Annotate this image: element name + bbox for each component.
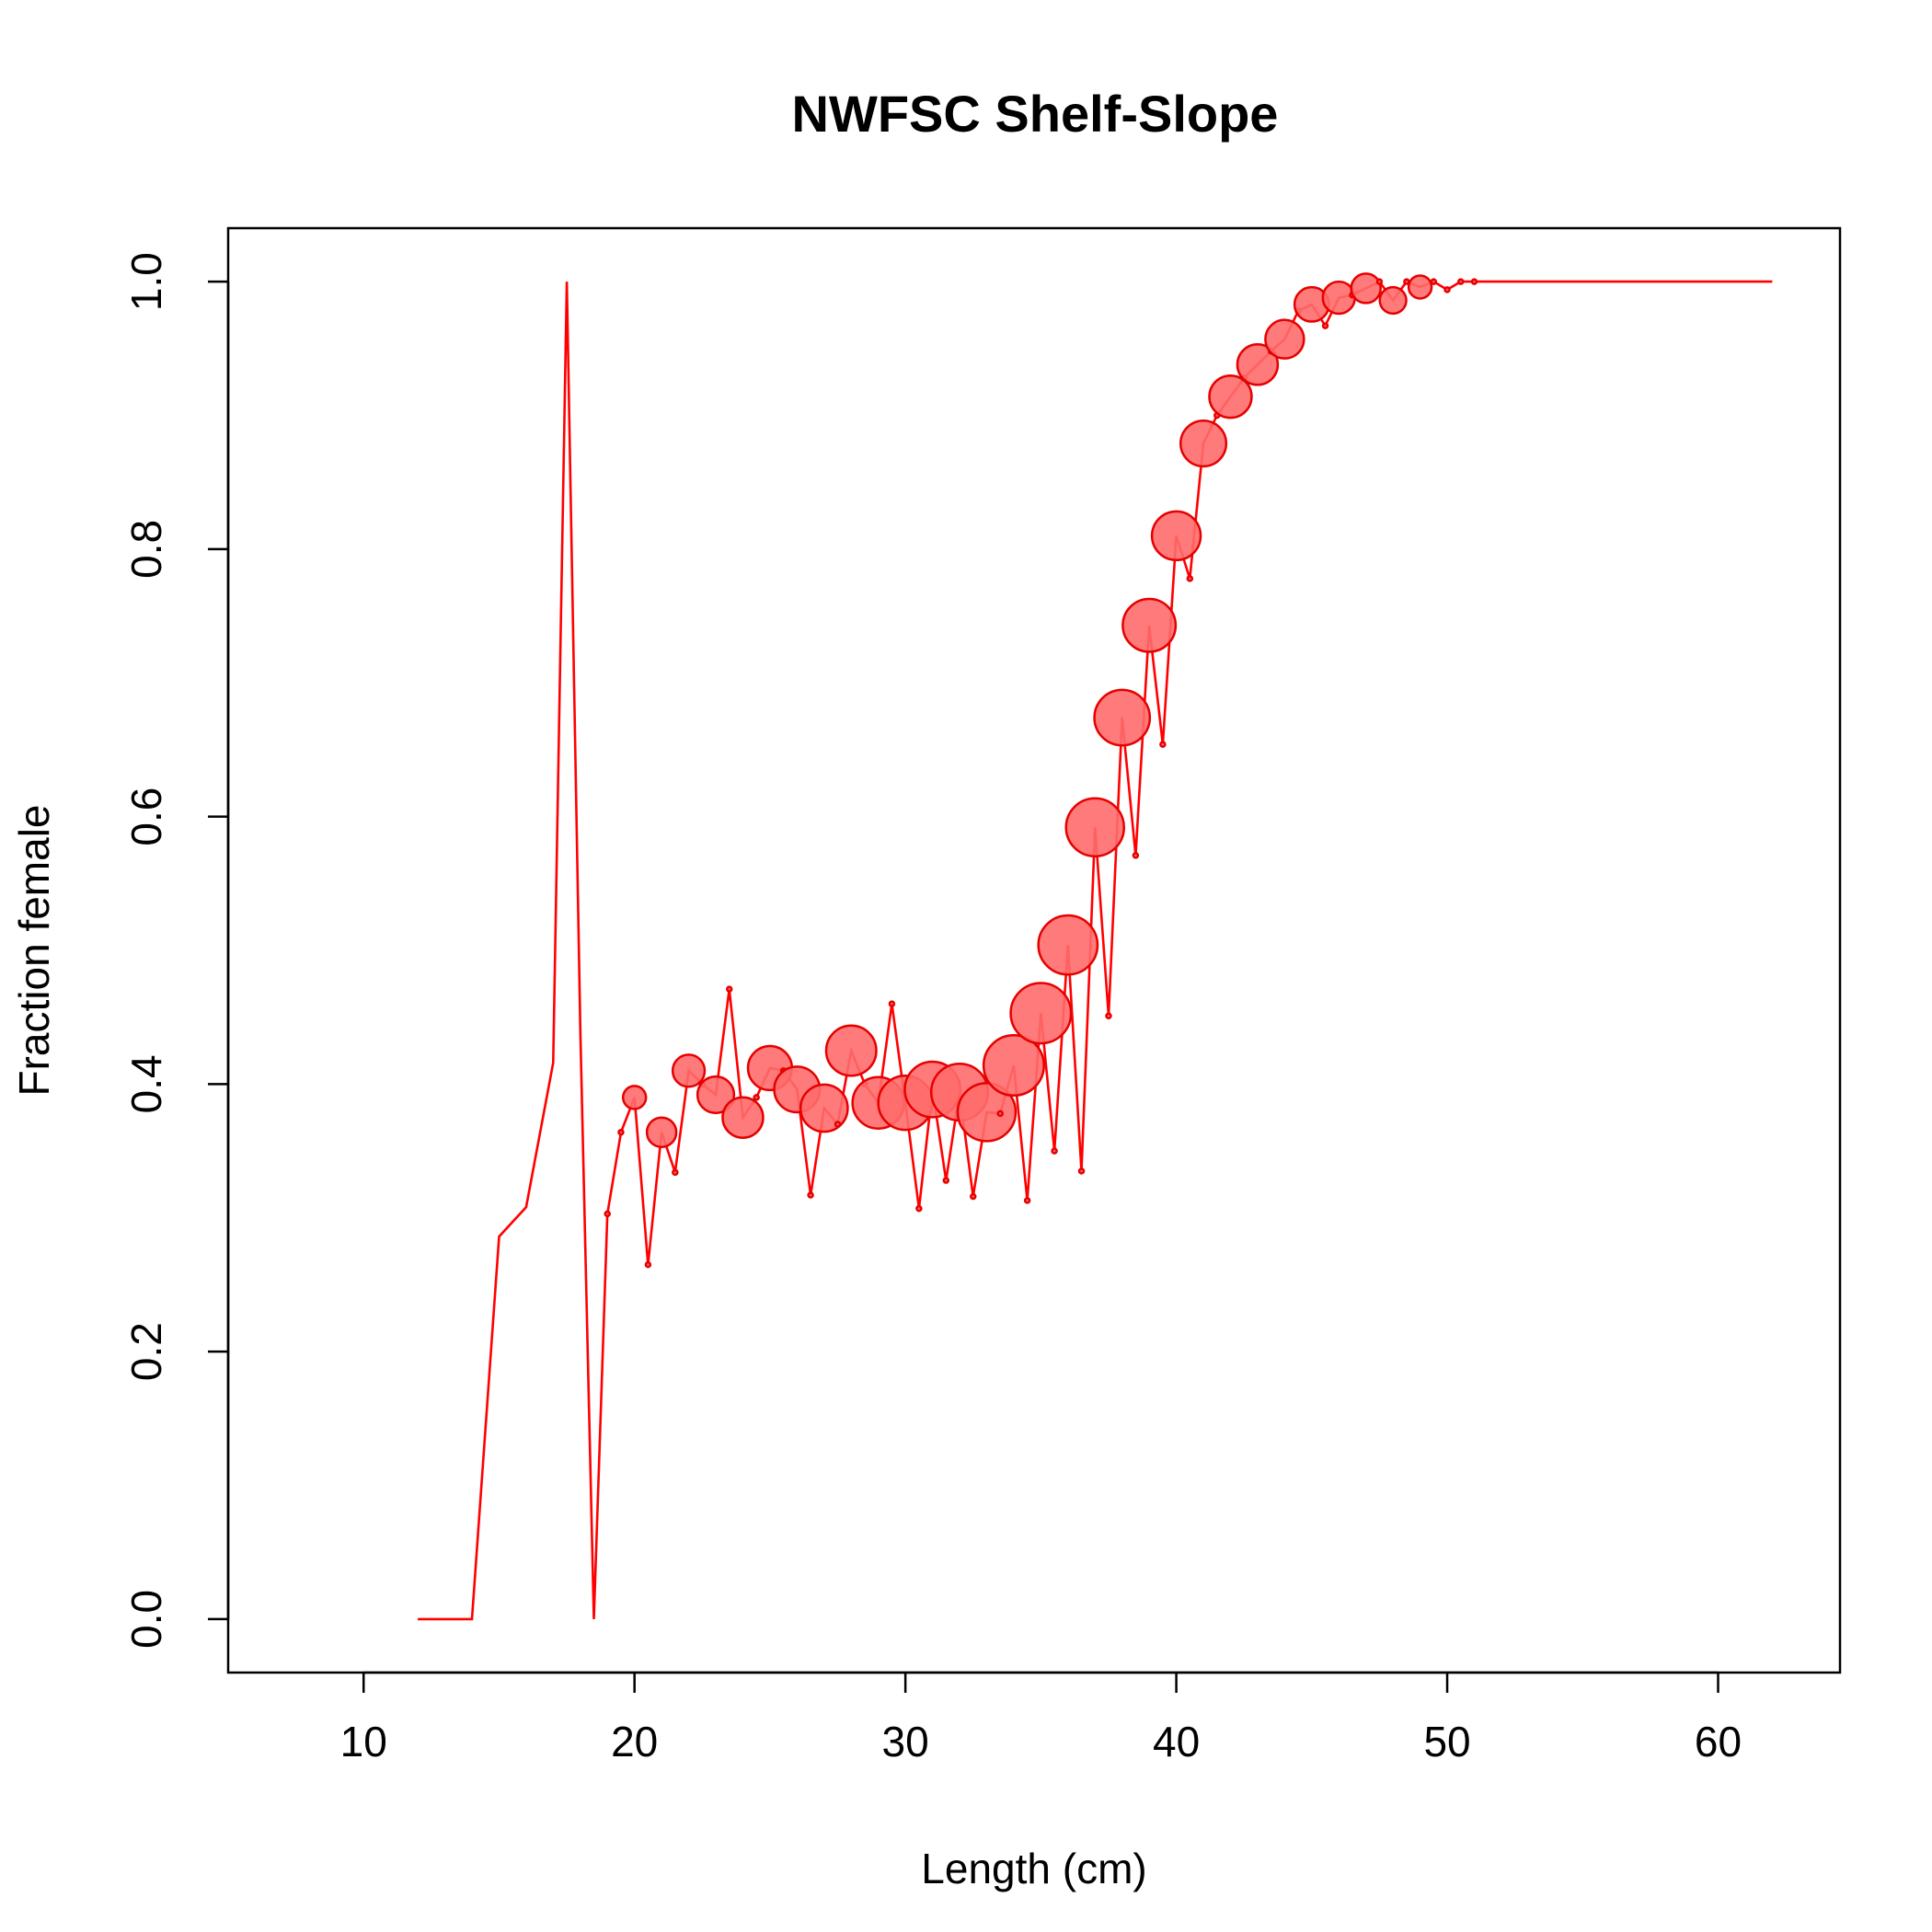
data-point — [956, 1082, 1018, 1143]
data-point — [604, 1210, 611, 1218]
data-point — [672, 1168, 679, 1177]
data-point — [807, 1191, 814, 1199]
data-point — [1443, 286, 1451, 293]
data-point — [1264, 318, 1305, 360]
data-point — [1023, 1197, 1031, 1204]
plot-frame — [226, 226, 1842, 1674]
x-tick-label: 10 — [340, 1718, 387, 1765]
data-point — [725, 985, 733, 993]
data-point — [1321, 280, 1356, 316]
data-point — [1378, 285, 1408, 316]
data-point — [799, 1083, 849, 1133]
data-point — [1179, 420, 1228, 468]
data-point — [1077, 1167, 1086, 1175]
x-tick-label: 40 — [1153, 1718, 1200, 1765]
data-point — [996, 1110, 1004, 1118]
x-tick-label: 30 — [882, 1718, 929, 1765]
data-point — [696, 1075, 736, 1115]
data-point — [1321, 322, 1329, 329]
y-tick-label: 0.0 — [122, 1590, 170, 1649]
data-point — [1186, 575, 1194, 582]
x-axis: 10 20 30 40 50 60 — [340, 1671, 1742, 1765]
y-tick-label: 0.4 — [122, 1054, 170, 1113]
data-point — [1350, 272, 1382, 305]
data-point — [1430, 278, 1438, 285]
data-point — [1236, 343, 1280, 386]
data-point — [1407, 274, 1433, 300]
data-point — [1208, 374, 1253, 420]
data-point — [969, 1192, 977, 1201]
data-point — [1064, 797, 1125, 858]
y-axis-label: Fraction female — [10, 804, 58, 1096]
data-point — [1470, 278, 1478, 285]
data-point — [1375, 278, 1384, 285]
data-point — [721, 1096, 765, 1139]
data-point — [1457, 278, 1465, 285]
data-point — [1051, 1147, 1058, 1155]
data-point — [1037, 914, 1099, 976]
chart-title: NWFSC Shelf-Slope — [792, 85, 1279, 143]
y-tick-label: 0.2 — [122, 1322, 170, 1381]
y-axis: 0.0 0.2 0.4 0.6 0.8 1.0 — [122, 252, 230, 1649]
y-tick-label: 0.6 — [122, 788, 170, 846]
data-point — [824, 1024, 878, 1077]
x-tick-label: 60 — [1695, 1718, 1742, 1765]
y-tick-label: 0.8 — [122, 520, 170, 579]
data-point — [1150, 510, 1202, 562]
data-point — [753, 1094, 760, 1101]
data-point — [888, 1000, 896, 1007]
data-point — [644, 1260, 652, 1269]
x-axis-label: Length (cm) — [921, 1845, 1146, 1892]
data-point — [1132, 852, 1140, 859]
x-tick-label: 20 — [611, 1718, 658, 1765]
data-point — [645, 1116, 678, 1148]
data-point — [621, 1085, 648, 1110]
data-point — [1121, 597, 1178, 653]
data-point — [1093, 688, 1152, 747]
data-point — [1105, 1012, 1112, 1019]
data-point — [834, 1121, 842, 1128]
x-tick-label: 50 — [1423, 1718, 1470, 1765]
y-tick-label: 1.0 — [122, 252, 170, 311]
data-point — [671, 1053, 707, 1088]
series-points — [604, 272, 1478, 1269]
data-point — [942, 1177, 950, 1184]
data-point — [617, 1128, 625, 1136]
data-point — [1009, 982, 1073, 1045]
data-point — [982, 1033, 1045, 1098]
data-point — [1159, 741, 1167, 748]
data-point — [915, 1204, 923, 1213]
